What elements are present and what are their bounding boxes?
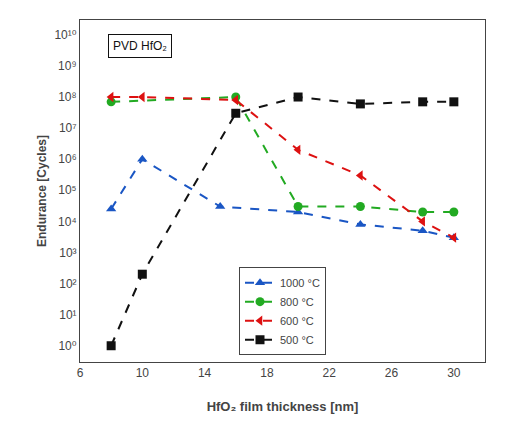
svg-text:500 °C: 500 °C (280, 334, 314, 346)
svg-text:1000 °C: 1000 °C (280, 277, 320, 289)
svg-text:Endurance [Cycles]: Endurance [Cycles] (35, 135, 49, 247)
svg-text:10⁰: 10⁰ (58, 339, 76, 353)
svg-text:26: 26 (385, 366, 399, 380)
svg-text:HfO₂ film thickness [nm]: HfO₂ film thickness [nm] (207, 399, 359, 414)
svg-text:10⁶: 10⁶ (58, 152, 76, 166)
svg-text:10²: 10² (59, 277, 76, 291)
svg-text:10⁸: 10⁸ (58, 90, 76, 104)
svg-text:6: 6 (77, 366, 84, 380)
svg-text:30: 30 (447, 366, 461, 380)
svg-text:10⁴: 10⁴ (58, 215, 77, 229)
svg-text:10⁵: 10⁵ (58, 183, 76, 197)
svg-text:10: 10 (136, 366, 150, 380)
svg-text:10⁹: 10⁹ (58, 59, 77, 73)
svg-text:10¹⁰: 10¹⁰ (54, 28, 76, 42)
svg-text:22: 22 (323, 366, 337, 380)
svg-text:10¹: 10¹ (59, 308, 76, 322)
svg-text:800 °C: 800 °C (280, 296, 314, 308)
svg-text:PVD HfO₂: PVD HfO₂ (113, 39, 167, 53)
svg-text:14: 14 (198, 366, 212, 380)
svg-text:10⁷: 10⁷ (59, 121, 77, 135)
svg-text:600 °C: 600 °C (280, 315, 314, 327)
svg-text:10³: 10³ (59, 246, 76, 260)
svg-text:18: 18 (260, 366, 274, 380)
